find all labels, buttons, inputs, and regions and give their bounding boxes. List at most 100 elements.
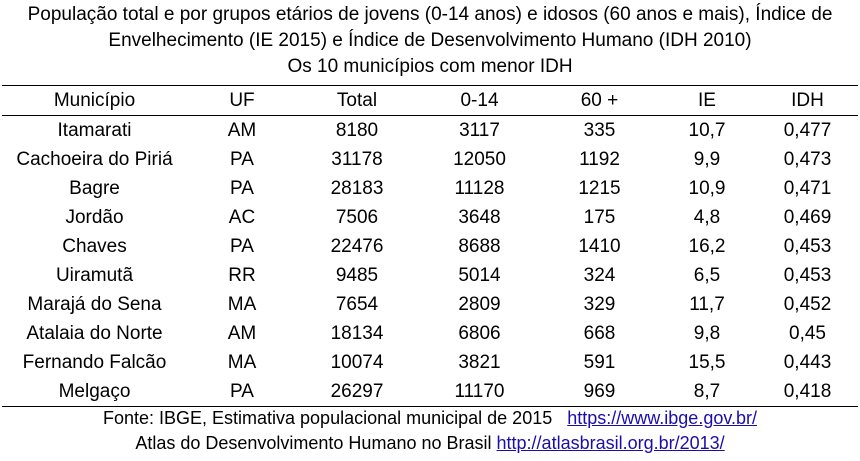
cell-60-plus: 969 <box>583 381 616 402</box>
cell-total: 8180 <box>335 120 379 141</box>
cell-municipio: Chaves <box>62 236 127 257</box>
table-row: Uiramutã RR 9485 5014 324 6,5 0,453 <box>2 261 858 290</box>
footer-atlas-text: Atlas do Desenvolvimento Humano no Brasi… <box>135 433 492 453</box>
cell-60-plus: 1410 <box>578 236 621 257</box>
cell-total: 22476 <box>330 236 384 257</box>
cell-idh: 0,45 <box>789 323 826 344</box>
cell-uf: RR <box>228 265 256 286</box>
cell-60-plus: 1192 <box>579 149 620 170</box>
cell-60-plus: 1215 <box>578 178 621 199</box>
cell-0-14: 3117 <box>459 120 500 141</box>
footer: Fonte: IBGE, Estimativa populacional mun… <box>0 406 860 456</box>
table-row: Cachoeira do Piriá PA 31178 12050 1192 9,9 0,4… <box>2 145 858 174</box>
cell-ie: 11,7 <box>689 294 725 315</box>
title-line-2: Envelhecimento (IE 2015) e Índice de Des… <box>108 30 752 51</box>
cell-0-14: 12050 <box>453 149 506 170</box>
table-row: Bagre PA 28183 11128 1215 10,9 0,471 <box>2 174 858 203</box>
cell-uf: PA <box>230 178 254 199</box>
cell-municipio: Fernando Falcão <box>22 352 167 373</box>
cell-ie: 4,8 <box>693 207 721 228</box>
table-row: Itamarati AM 8180 3117 335 10,7 0,477 <box>2 116 858 146</box>
table-row: Atalaia do Norte AM 18134 6806 668 9,8 0,45 <box>2 319 858 348</box>
cell-municipio: Marajá do Sena <box>27 294 162 315</box>
cell-ie: 10,7 <box>688 120 726 141</box>
cell-60-plus: 175 <box>583 207 616 228</box>
cell-idh: 0,469 <box>783 207 832 228</box>
cell-municipio: Uiramutã <box>55 265 134 286</box>
table-body: Itamarati AM 8180 3117 335 10,7 0,477 Cachoeira… <box>2 116 858 407</box>
cell-idh: 0,477 <box>783 120 832 141</box>
cell-60-plus: 668 <box>583 323 616 344</box>
cell-0-14: 2809 <box>458 294 501 315</box>
cell-ie: 6,5 <box>693 265 721 286</box>
header-uf: UF <box>229 90 255 111</box>
cell-ie: 9,9 <box>693 149 721 170</box>
cell-total: 7654 <box>335 294 379 315</box>
cell-0-14: 6806 <box>458 323 501 344</box>
header-total: Total <box>336 90 378 111</box>
table-row: Melgaço PA 26297 11170 969 8,7 0,418 <box>2 377 858 407</box>
cell-60-plus: 324 <box>583 265 616 286</box>
footer-line-1: Fonte: IBGE, Estimativa populacional mun… <box>0 406 860 431</box>
cell-0-14: 11128 <box>454 178 505 199</box>
cell-municipio: Cachoeira do Piriá <box>16 149 173 170</box>
title-line-3: Os 10 municípios com menor IDH <box>287 56 573 77</box>
cell-ie: 16,2 <box>688 236 726 257</box>
cell-60-plus: 329 <box>583 294 616 315</box>
title-line-1: População total e por grupos etários de … <box>27 4 833 25</box>
cell-uf: AM <box>227 323 257 344</box>
cell-municipio: Atalaia do Norte <box>26 323 163 344</box>
cell-idh: 0,471 <box>783 178 832 199</box>
cell-municipio: Itamarati <box>57 120 132 141</box>
cell-total: 26297 <box>330 381 384 402</box>
header-idh: IDH <box>791 90 824 111</box>
header-60-plus: 60 + <box>580 90 619 111</box>
cell-uf: MA <box>227 294 257 315</box>
header-0-14: 0-14 <box>460 90 499 111</box>
cell-60-plus: 335 <box>583 120 616 141</box>
cell-0-14: 3821 <box>458 352 501 373</box>
cell-idh: 0,443 <box>783 352 832 373</box>
cell-60-plus: 591 <box>583 352 616 373</box>
cell-idh: 0,418 <box>783 381 832 402</box>
table-header-row: Município UF Total 0-14 60 + IE IDH <box>2 85 858 116</box>
cell-0-14: 5014 <box>458 265 501 286</box>
cell-idh: 0,473 <box>783 149 832 170</box>
cell-municipio: Bagre <box>69 178 120 199</box>
cell-0-14: 8688 <box>458 236 501 257</box>
cell-uf: PA <box>230 381 254 402</box>
cell-uf: PA <box>230 149 254 170</box>
table-row: Fernando Falcão MA 10074 3821 591 15,5 0,443 <box>2 348 858 377</box>
cell-total: 18134 <box>330 323 384 344</box>
cell-ie: 15,5 <box>688 352 726 373</box>
cell-ie: 10,9 <box>688 178 726 199</box>
cell-uf: AC <box>228 207 256 228</box>
footer-source-text: Fonte: IBGE, Estimativa populacional mun… <box>102 408 553 428</box>
table-row: Jordão AC 7506 3648 175 4,8 0,469 <box>2 203 858 232</box>
cell-total: 28183 <box>330 178 384 199</box>
cell-idh: 0,453 <box>783 236 832 257</box>
table-row: Marajá do Sena MA 7654 2809 329 11,7 0,452 <box>2 290 858 319</box>
cell-0-14: 3648 <box>458 207 501 228</box>
header-ie: IE <box>698 90 716 111</box>
cell-ie: 8,7 <box>693 381 721 402</box>
cell-uf: MA <box>227 352 257 373</box>
cell-idh: 0,453 <box>783 265 832 286</box>
cell-total: 7506 <box>335 207 379 228</box>
cell-municipio: Jordão <box>65 207 124 228</box>
cell-total: 31178 <box>331 149 383 170</box>
cell-0-14: 11170 <box>454 381 505 402</box>
header-municipio: Município <box>53 90 136 111</box>
cell-total: 9485 <box>335 265 379 286</box>
atlas-link[interactable]: http://atlasbrasil.org.br/2013/ <box>496 433 725 453</box>
cell-uf: PA <box>230 236 254 257</box>
cell-uf: AM <box>227 120 257 141</box>
cell-ie: 9,8 <box>693 323 721 344</box>
footer-line-2: Atlas do Desenvolvimento Humano no Brasi… <box>0 431 860 456</box>
cell-municipio: Melgaço <box>58 381 131 402</box>
table-row: Chaves PA 22476 8688 1410 16,2 0,453 <box>2 232 858 261</box>
municipios-table: Município UF Total 0-14 60 + IE IDH Itam… <box>2 85 858 407</box>
ibge-link[interactable]: https://www.ibge.gov.br/ <box>567 408 758 428</box>
cell-idh: 0,452 <box>783 294 832 315</box>
